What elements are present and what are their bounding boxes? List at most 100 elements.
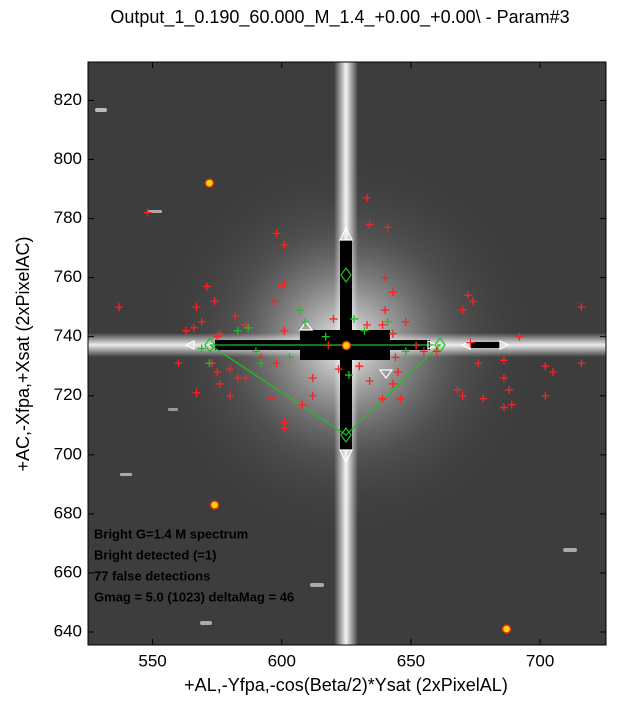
point (210, 297, 219, 306)
point (329, 314, 338, 323)
point (396, 394, 405, 403)
point (226, 365, 235, 374)
point (277, 282, 286, 291)
point (301, 317, 310, 326)
point (321, 332, 330, 341)
point (192, 388, 201, 397)
point (412, 341, 421, 350)
y-tick-label: 680 (54, 503, 82, 522)
point (363, 193, 372, 202)
point (458, 306, 467, 315)
point (280, 326, 289, 335)
point (383, 223, 392, 232)
point (350, 314, 359, 323)
point (308, 391, 317, 400)
point (295, 306, 304, 315)
point (391, 353, 400, 362)
point (577, 303, 586, 312)
point (202, 282, 211, 291)
point (463, 291, 472, 300)
point (394, 368, 403, 377)
annotation: Bright detected (=1) (94, 547, 216, 562)
point (213, 368, 222, 377)
y-tick-label: 740 (54, 326, 82, 345)
point (143, 208, 152, 217)
point (280, 241, 289, 250)
y-tick-label: 780 (54, 208, 82, 227)
point (197, 317, 206, 326)
point (280, 424, 289, 433)
point (324, 341, 333, 350)
y-tick-label: 700 (54, 444, 82, 463)
point (474, 359, 483, 368)
point (453, 385, 462, 394)
point (189, 323, 198, 332)
point (241, 374, 250, 383)
point (334, 365, 343, 374)
point (515, 332, 524, 341)
point (360, 326, 369, 335)
point (383, 317, 392, 326)
point (501, 624, 512, 634)
point (388, 288, 397, 297)
y-tick-label: 820 (54, 90, 82, 109)
annotation: Gmag = 5.0 (1023) deltaMag = 46 (94, 589, 294, 604)
point (226, 391, 235, 400)
x-tick-label: 600 (268, 651, 296, 670)
y-tick-label: 640 (54, 621, 82, 640)
annotation: Bright G=1.4 M spectrum (94, 526, 248, 541)
point (505, 385, 514, 394)
point (378, 320, 387, 329)
point (298, 400, 307, 409)
x-tick-label: 650 (397, 651, 425, 670)
point (541, 362, 550, 371)
point (285, 353, 294, 362)
point (267, 394, 276, 403)
point (388, 329, 397, 338)
point (365, 376, 374, 385)
point (272, 229, 281, 238)
point (381, 273, 390, 282)
point (401, 347, 410, 356)
point (549, 368, 558, 377)
point (272, 359, 281, 368)
point (419, 347, 428, 356)
point (251, 347, 260, 356)
point (355, 362, 364, 371)
y-tick-label: 660 (54, 562, 82, 581)
point (341, 340, 352, 351)
y-axis-label: +AC,-Xfpa,+Xsat (2xPixelAC) (13, 236, 33, 471)
point (215, 379, 224, 388)
point (499, 356, 508, 365)
point (365, 220, 374, 229)
point (257, 359, 266, 368)
point (458, 391, 467, 400)
x-axis-label: +AL,-Yfpa,-cos(Beta/2)*Ysat (2xPixelAL) (184, 675, 508, 695)
x-tick-label: 550 (138, 651, 166, 670)
point (233, 326, 242, 335)
point (213, 332, 222, 341)
point (344, 371, 353, 380)
point (115, 303, 124, 312)
point (577, 359, 586, 368)
point (209, 500, 220, 510)
chart-title: Output_1_0.190_60.000_M_1.4_+0.00_+0.00\… (110, 7, 569, 28)
point (270, 297, 279, 306)
point (468, 297, 477, 306)
point (499, 374, 508, 383)
plot-frame (87, 61, 607, 646)
point (378, 394, 387, 403)
point (432, 347, 441, 356)
point (244, 323, 253, 332)
point (205, 359, 214, 368)
y-tick-label: 720 (54, 385, 82, 404)
point (499, 403, 508, 412)
point (174, 359, 183, 368)
point (541, 391, 550, 400)
point (363, 320, 372, 329)
point (479, 394, 488, 403)
point (182, 326, 191, 335)
point (507, 400, 516, 409)
x-tick-label: 700 (526, 651, 554, 670)
